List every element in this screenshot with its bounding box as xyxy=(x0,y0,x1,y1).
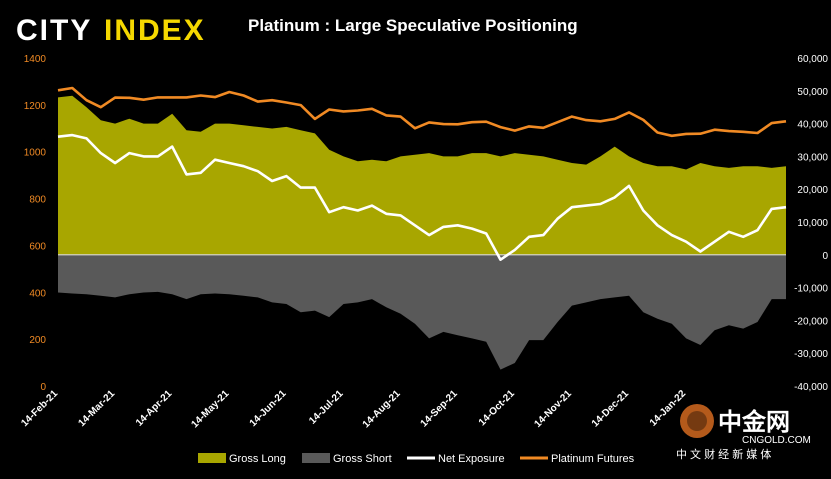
plot-layer xyxy=(57,86,787,370)
legend-label: Platinum Futures xyxy=(551,453,635,465)
legend-label: Gross Long xyxy=(229,453,286,465)
left-axis-tick-label: 1200 xyxy=(24,101,47,112)
right-axis-tick-label: 30,000 xyxy=(797,152,828,163)
right-axis-tick-label: 10,000 xyxy=(797,218,828,229)
left-axis-tick-label: 800 xyxy=(29,195,46,206)
right-axis-tick-label: -20,000 xyxy=(794,316,828,327)
legend-swatch xyxy=(302,453,330,463)
right-axis-tick-label: 60,000 xyxy=(797,54,828,65)
x-axis-tick-label: 14-May-21 xyxy=(189,388,231,430)
series-gross-short-area xyxy=(58,254,786,370)
left-axis-tick-label: 400 xyxy=(29,288,46,299)
right-axis-tick-label: 50,000 xyxy=(797,87,828,98)
x-axis-tick-label: 14-Jun-21 xyxy=(248,388,289,429)
brand-index: INDEX xyxy=(104,14,206,47)
brand-city: CITY xyxy=(16,14,92,47)
series-platinum-futures-line xyxy=(57,86,787,138)
series-net-exposure-line xyxy=(57,133,787,261)
right-axis-tick-label: 40,000 xyxy=(797,120,828,131)
right-axis-tick-label: -10,000 xyxy=(794,284,828,295)
x-axis-tick-label: 14-Jul-21 xyxy=(307,388,346,427)
x-axis-tick-label: 14-Oct-21 xyxy=(477,388,517,428)
x-axis-tick-label: 14-Nov-21 xyxy=(532,388,574,430)
chart-title: Platinum : Large Speculative Positioning xyxy=(248,16,578,35)
right-axis-tick-label: -30,000 xyxy=(794,349,828,360)
right-axis-tick-label: 20,000 xyxy=(797,185,828,196)
x-axis-tick-label: 14-Apr-21 xyxy=(134,388,175,429)
legend-label: Gross Short xyxy=(333,453,392,465)
x-axis-tick-label: 14-Dec-21 xyxy=(590,388,631,429)
x-axis-tick-label: 14-Mar-21 xyxy=(76,388,117,429)
x-axis-tick-label: 14-Feb-21 xyxy=(19,388,60,429)
left-axis-tick-label: 1000 xyxy=(24,148,47,159)
x-axis-tick-label: 14-Aug-21 xyxy=(361,388,403,430)
series-gross-long-area xyxy=(58,95,786,255)
x-axis-tick-label: 14-Sep-21 xyxy=(419,388,460,429)
legend-label: Net Exposure xyxy=(438,453,505,465)
watermark-url: CNGOLD.COM xyxy=(742,435,811,446)
watermark: 中金网 CNGOLD.COM 中 文 财 经 新 媒 体 xyxy=(676,404,811,461)
legend-swatch xyxy=(198,453,226,463)
left-axis-tick-label: 1400 xyxy=(24,54,47,65)
watermark-logo-icon xyxy=(680,404,714,438)
watermark-subtitle: 中 文 财 经 新 媒 体 xyxy=(676,447,771,461)
left-axis-tick-label: 200 xyxy=(29,335,46,346)
left-axis-tick-label: 0 xyxy=(40,382,46,393)
left-axis-tick-label: 600 xyxy=(29,241,46,252)
right-axis-tick-label: 0 xyxy=(822,251,828,262)
legend: Gross Long Gross Short Net Exposure Platinu… xyxy=(198,453,635,465)
right-axis-tick-label: -40,000 xyxy=(794,382,828,393)
watermark-logo-text: 中金网 xyxy=(718,408,790,436)
